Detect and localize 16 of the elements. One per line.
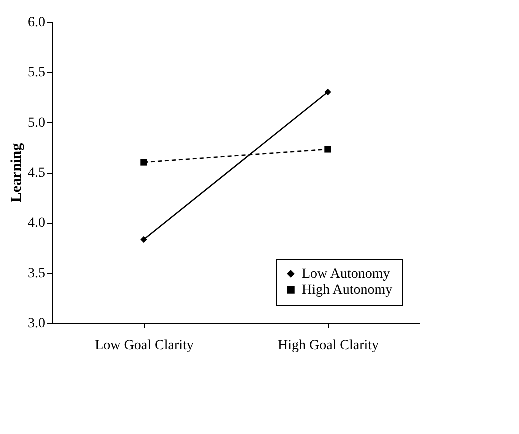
x-tick-label: High Goal Clarity <box>278 338 380 354</box>
y-tick-label: 6.0 <box>28 16 46 30</box>
y-tick-label: 5.5 <box>28 66 46 81</box>
y-tick-label: 4.5 <box>28 166 46 181</box>
point <box>140 236 148 244</box>
x-tick-label: Low Goal Clarity <box>95 338 194 354</box>
y-axis-title: Learning <box>9 142 25 203</box>
y-tick-label: 3.5 <box>28 266 46 282</box>
legend-label: High Autonomy <box>302 283 393 298</box>
point <box>140 159 148 166</box>
y-tick-label: 3.0 <box>28 316 46 332</box>
legend-label: Low Autonomy <box>302 267 390 282</box>
point <box>324 146 332 153</box>
y-tick-label: 4.0 <box>28 216 46 232</box>
point <box>324 88 332 96</box>
y-tick-label: 5.0 <box>28 116 46 131</box>
